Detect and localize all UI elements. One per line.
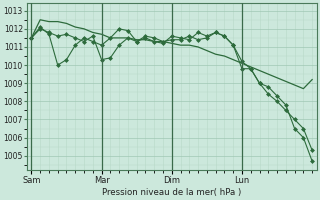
X-axis label: Pression niveau de la mer( hPa ): Pression niveau de la mer( hPa ) [102, 188, 241, 197]
